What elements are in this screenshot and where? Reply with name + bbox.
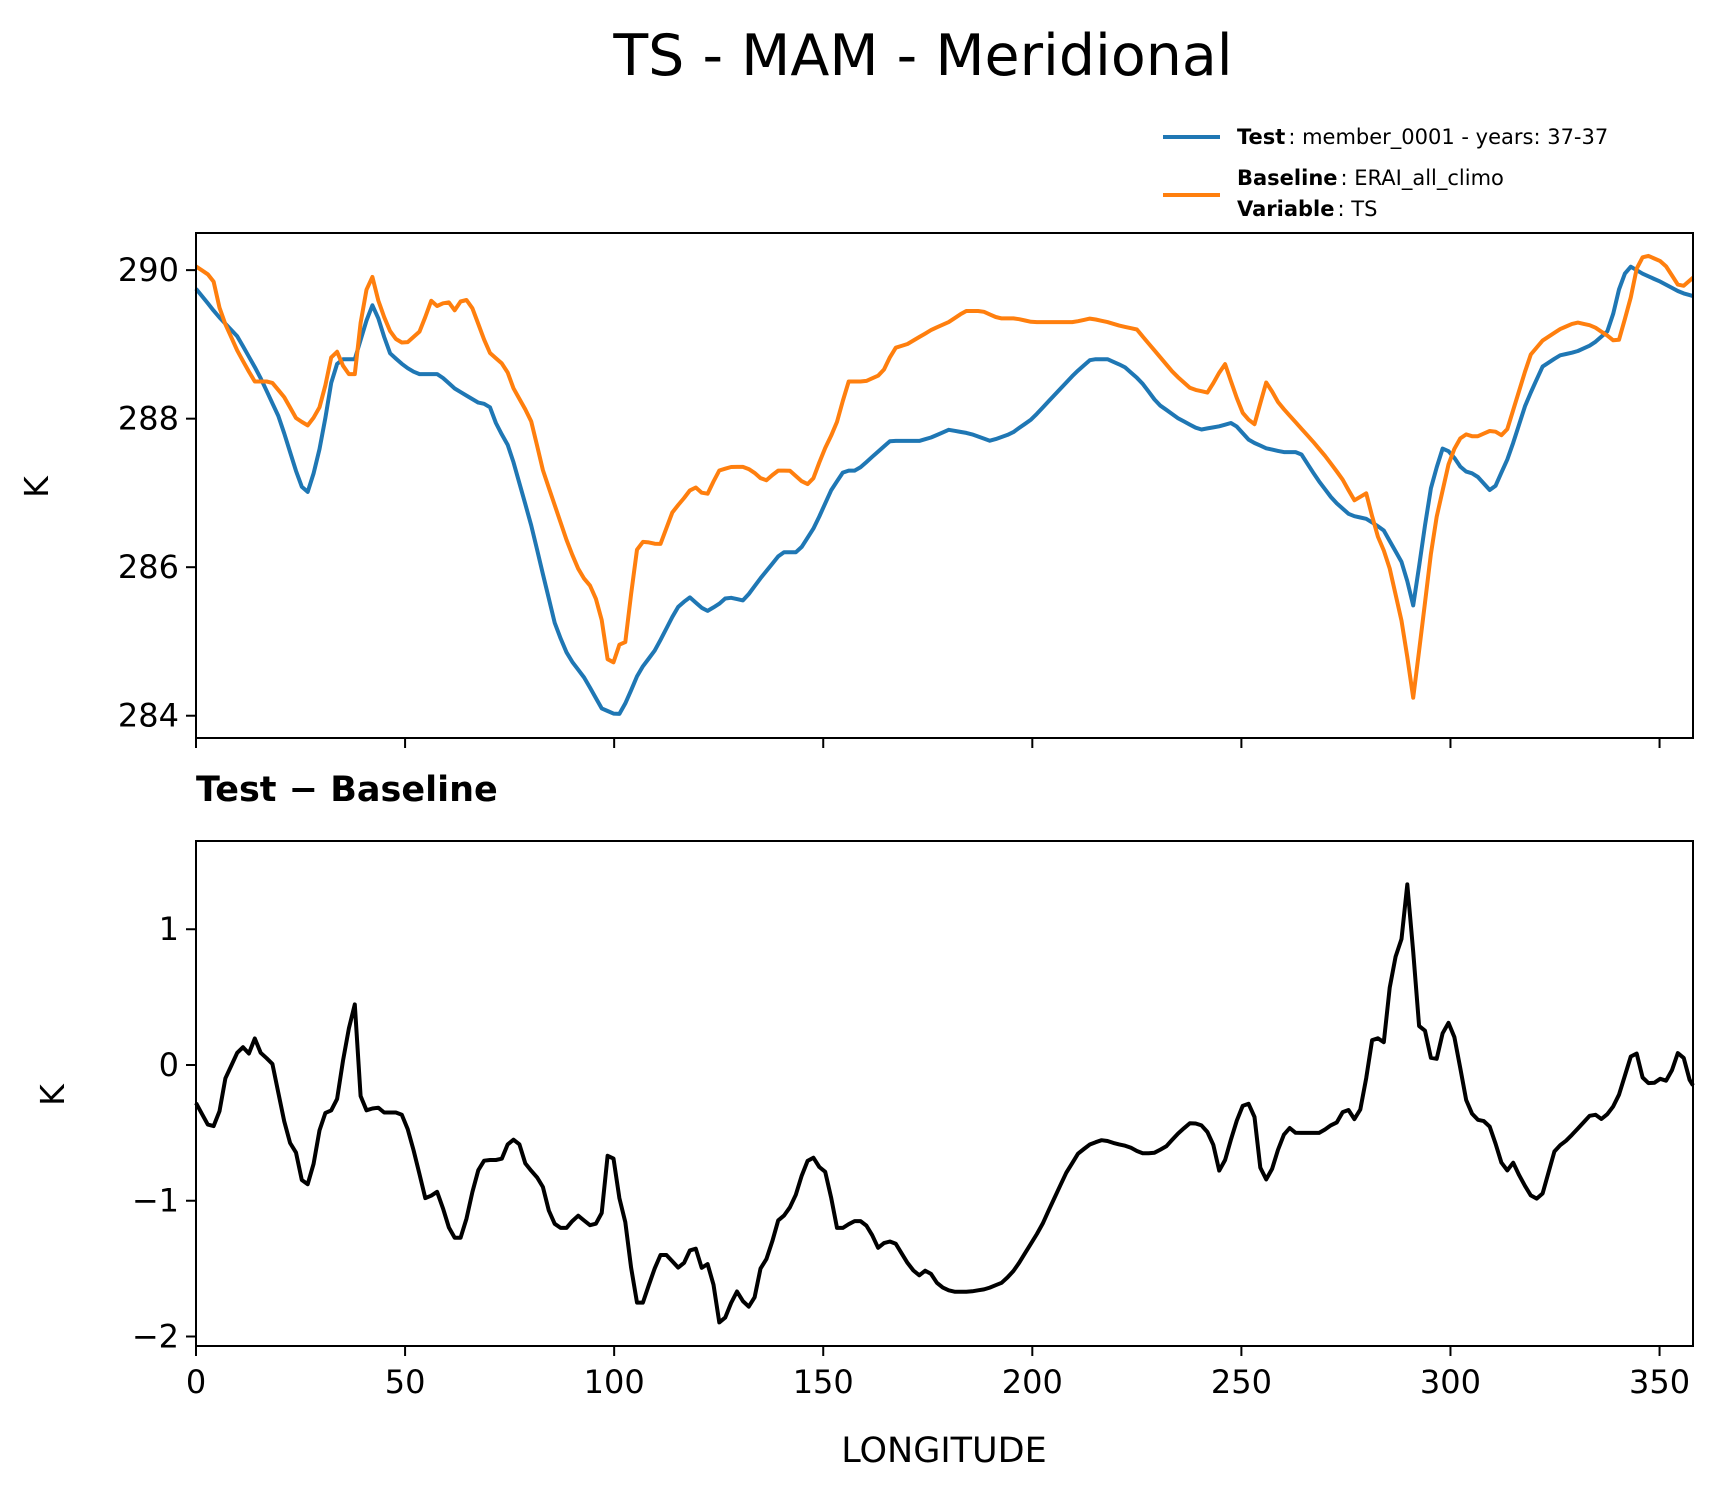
x-tick-label: 200 — [1002, 1363, 1063, 1401]
series-line-baseline — [194, 253, 1695, 700]
y-tick-label: 1 — [159, 910, 179, 948]
x-tick-label: 300 — [1420, 1363, 1481, 1401]
top-ylabel: K — [17, 475, 56, 498]
y-tick-label: 290 — [118, 251, 179, 289]
plot-frame — [195, 232, 1694, 739]
series-line-test-baseline — [194, 882, 1695, 1325]
x-tick-label: 0 — [186, 1363, 206, 1401]
y-tick-label: 286 — [118, 548, 179, 586]
top-panel: K 284 286 288 290 — [17, 232, 1695, 748]
legend-label-baseline: Baseline: ERAI_all_climo — [1237, 166, 1504, 191]
bottom-xlabel: LONGITUDE — [841, 1431, 1047, 1471]
legend-label-test: Test: member_0001 - years: 37-37 — [1237, 125, 1608, 150]
legend-label-variable: Variable: TS — [1237, 197, 1377, 221]
legend: Test: member_0001 - years: 37-37 Baselin… — [1163, 125, 1608, 221]
y-tick-label: 288 — [118, 400, 179, 438]
plot-frame — [195, 840, 1694, 1347]
series-line-test — [194, 264, 1694, 716]
bottom-panel-title: Test − Baseline — [196, 770, 498, 810]
y-tick-label: −2 — [132, 1317, 179, 1355]
bottom-panel: Test − Baseline K LONGITUDE −2 −1 0 1 0 50 100… — [33, 770, 1695, 1471]
x-tick-label: 50 — [385, 1363, 426, 1401]
y-tick-label: −1 — [132, 1182, 179, 1220]
figure-title: TS - MAM - Meridional — [612, 23, 1232, 89]
y-tick-label: 0 — [159, 1046, 179, 1084]
x-tick-label: 150 — [793, 1363, 854, 1401]
bottom-ylabel: K — [33, 1083, 72, 1106]
x-tick-label: 350 — [1629, 1363, 1690, 1401]
y-tick-label: 284 — [118, 697, 179, 735]
x-tick-label: 100 — [584, 1363, 645, 1401]
x-tick-label: 250 — [1211, 1363, 1272, 1401]
